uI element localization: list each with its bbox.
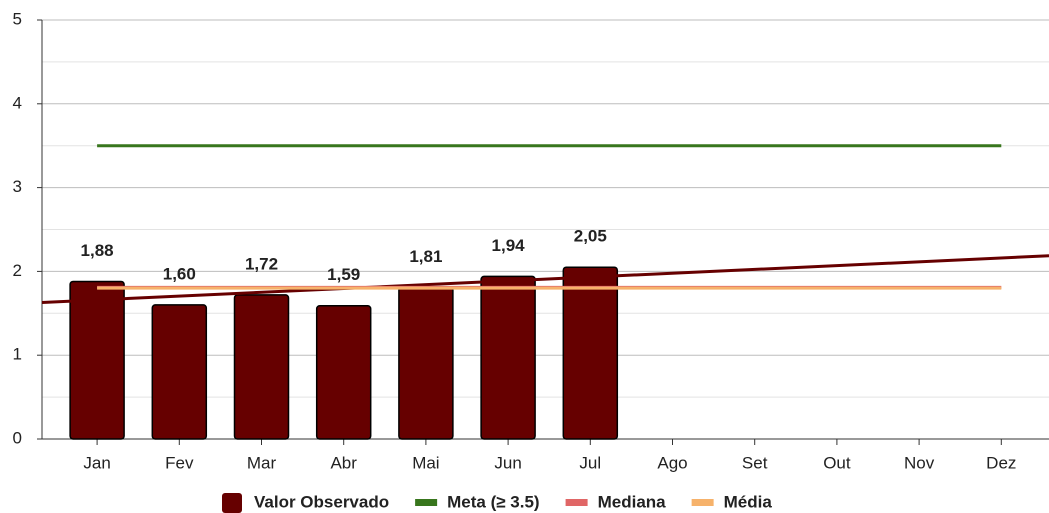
y-tick-label: 0 (13, 428, 22, 447)
value-label: 1,81 (409, 247, 442, 266)
legend-label: Mediana (598, 492, 667, 511)
y-tick-label: 2 (13, 261, 22, 280)
legend-label: Média (724, 492, 773, 511)
y-tick-label: 5 (13, 9, 22, 28)
legend-swatch (565, 499, 588, 506)
x-tick-label: Out (823, 453, 851, 472)
x-tick-label: Mai (412, 453, 439, 472)
bar (151, 304, 208, 440)
x-tick-label: Abr (330, 453, 357, 472)
legend-label: Valor Observado (254, 492, 389, 511)
bar (480, 275, 536, 440)
bar (315, 305, 372, 440)
value-label: 1,60 (163, 264, 196, 283)
legend-swatch (415, 499, 438, 506)
legend-label: Meta (≥ 3.5) (447, 492, 539, 511)
x-tick-label: Ago (657, 453, 687, 472)
x-tick-label: Jan (83, 453, 110, 472)
bar (233, 294, 290, 440)
y-tick-label: 3 (13, 177, 22, 196)
legend-swatch (222, 493, 242, 513)
bar (562, 266, 619, 440)
bar (398, 286, 454, 440)
trend-line (41, 254, 1049, 304)
legend-swatch (691, 499, 714, 506)
x-tick-label: Set (742, 453, 768, 472)
x-tick-label: Dez (986, 453, 1016, 472)
y-tick-label: 1 (13, 345, 22, 364)
x-tick-label: Fev (165, 453, 194, 472)
value-label: 1,94 (492, 236, 526, 255)
x-tick-label: Mar (247, 453, 277, 472)
x-tick-label: Jun (494, 453, 521, 472)
bar (69, 280, 125, 440)
value-label: 1,88 (81, 241, 114, 260)
value-label: 2,05 (574, 227, 607, 246)
x-tick-label: Nov (904, 453, 935, 472)
y-tick-label: 4 (13, 93, 22, 112)
value-label: 1,59 (327, 265, 360, 284)
x-tick-label: Jul (579, 453, 601, 472)
value-label: 1,72 (245, 254, 278, 273)
